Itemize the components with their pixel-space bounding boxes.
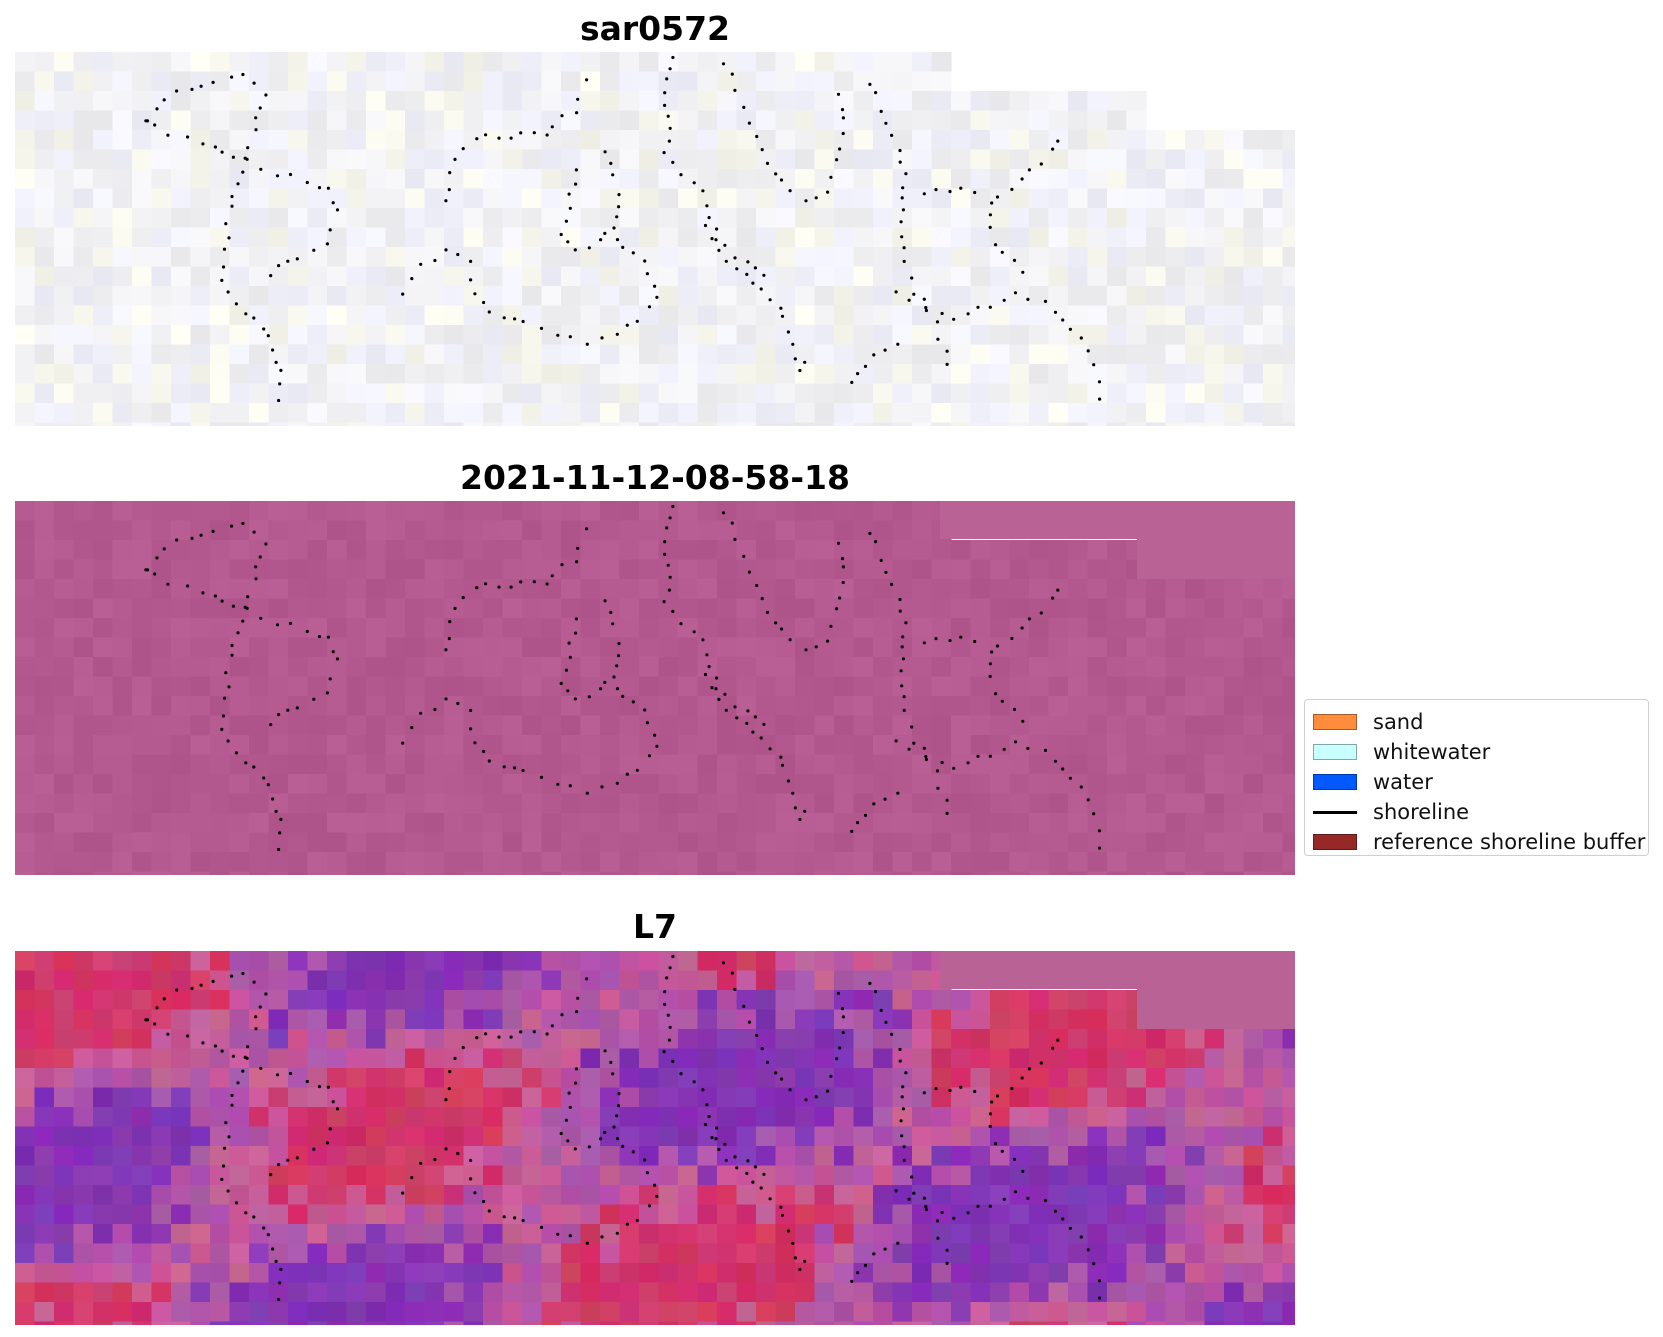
image-panel-3 [15, 951, 1295, 1325]
image-panel-1-texture [15, 52, 1295, 426]
panel-title-3: L7 [633, 907, 677, 946]
legend-item-reference-buffer: reference shoreline buffer [1313, 827, 1648, 857]
water-swatch [1313, 774, 1357, 790]
image-panel-2-texture [15, 501, 1295, 875]
legend-label-shoreline: shoreline [1373, 800, 1470, 824]
image-panel-3-texture [15, 951, 1295, 1325]
legend-label-whitewater: whitewater [1373, 740, 1491, 764]
legend: sand whitewater water shoreline referenc… [1304, 699, 1649, 856]
image-panel-2-shoreline-dots [144, 504, 1102, 852]
shoreline-line-swatch [1313, 810, 1357, 814]
legend-item-water: water [1313, 767, 1648, 797]
legend-label-sand: sand [1373, 710, 1424, 734]
image-panel-3-shoreline-dots [144, 954, 1102, 1302]
sand-swatch [1313, 714, 1357, 730]
image-panel-3-canvas [15, 951, 1295, 1325]
image-panel-1-shoreline-dots [144, 55, 1102, 403]
image-panel-2 [15, 501, 1295, 875]
legend-label-water: water [1373, 770, 1433, 794]
image-panel-1 [15, 52, 1295, 426]
legend-item-whitewater: whitewater [1313, 737, 1648, 767]
image-panel-2-canvas [15, 501, 1295, 875]
legend-item-shoreline: shoreline [1313, 797, 1648, 827]
reference-buffer-swatch [1313, 834, 1357, 850]
panel-title-2: 2021-11-12-08-58-18 [460, 458, 850, 497]
whitewater-swatch [1313, 744, 1357, 760]
image-panel-1-canvas [15, 52, 1295, 426]
legend-label-reference-buffer: reference shoreline buffer [1373, 830, 1646, 854]
legend-item-sand: sand [1313, 707, 1648, 737]
panel-title-1: sar0572 [579, 9, 731, 48]
